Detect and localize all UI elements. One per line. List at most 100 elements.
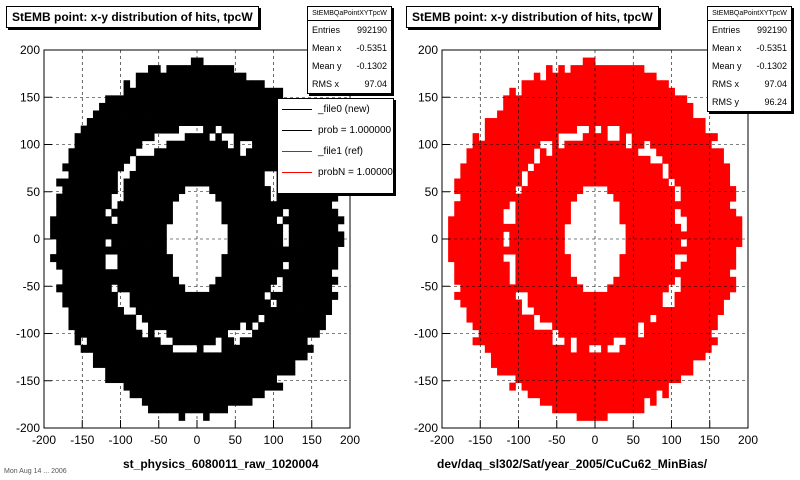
histogram-bin [521, 359, 529, 368]
histogram-bin [680, 95, 688, 104]
y-tick-label: 150 [418, 90, 438, 104]
histogram-bin [301, 291, 308, 300]
histogram-bin [172, 186, 180, 195]
histogram-bin [570, 193, 578, 202]
histogram-bin [497, 208, 504, 217]
histogram-bin [86, 329, 94, 338]
histogram-bin [509, 291, 516, 300]
histogram-bin [472, 148, 480, 157]
histogram-bin [497, 201, 504, 210]
histogram-bin [184, 299, 192, 308]
histogram-bin [154, 95, 161, 104]
histogram-bin [233, 72, 241, 81]
histogram-bin [497, 231, 504, 240]
histogram-bin [539, 291, 547, 300]
histogram-bin [625, 110, 633, 119]
histogram-bin [154, 367, 161, 376]
histogram-bin [705, 148, 712, 157]
histogram-bin [288, 231, 296, 240]
histogram-bin [227, 344, 235, 353]
histogram-bin [601, 367, 608, 376]
histogram-bin [607, 405, 614, 414]
histogram-bin [680, 344, 688, 353]
left-stats-row: Entries 992190 [308, 21, 391, 39]
histogram-bin [160, 291, 167, 300]
histogram-bin [313, 314, 320, 323]
histogram-bin [252, 239, 259, 247]
histogram-bin [582, 375, 590, 384]
histogram-bin [264, 322, 271, 331]
histogram-bin [619, 148, 626, 157]
histogram-bin [729, 276, 737, 285]
histogram-bin [319, 291, 326, 300]
histogram-bin [570, 276, 578, 285]
histogram-bin [325, 291, 333, 300]
histogram-bin [662, 148, 669, 157]
histogram-bin [595, 367, 602, 376]
y-tick-label: 0 [431, 232, 438, 246]
histogram-bin [160, 216, 167, 225]
histogram-bin [515, 133, 522, 142]
histogram-bin [692, 239, 700, 247]
histogram-bin [148, 375, 155, 384]
histogram-bin [484, 155, 492, 164]
histogram-bin [288, 307, 296, 315]
histogram-bin [258, 186, 265, 195]
histogram-bin [325, 223, 333, 232]
histogram-bin [129, 314, 137, 323]
histogram-bin [625, 254, 633, 263]
right-stats-row: RMS y 96.24 [708, 93, 791, 111]
histogram-bin [552, 87, 559, 96]
histogram-bin [613, 307, 620, 315]
histogram-bin [209, 72, 216, 81]
histogram-bin [166, 254, 173, 263]
histogram-bin [478, 178, 486, 187]
histogram-bin [674, 110, 682, 119]
histogram-bin [264, 359, 271, 368]
histogram-bin [258, 261, 265, 270]
histogram-bin [252, 216, 259, 225]
histogram-bin [258, 284, 265, 293]
histogram-bin [141, 261, 149, 270]
histogram-bin [141, 170, 149, 179]
histogram-bin [466, 261, 473, 270]
histogram-bin [564, 216, 571, 225]
histogram-bin [129, 140, 137, 149]
histogram-bin [546, 344, 553, 353]
histogram-bin [643, 223, 651, 232]
histogram-bin [258, 125, 265, 134]
histogram-bin [619, 397, 626, 406]
histogram-bin [527, 382, 535, 391]
histogram-bin [680, 155, 688, 164]
histogram-bin [478, 155, 486, 164]
histogram-bin [711, 261, 718, 270]
histogram-bin [650, 163, 657, 172]
histogram-bin [307, 269, 314, 278]
histogram-bin [141, 110, 149, 119]
histogram-bin [245, 352, 253, 361]
histogram-bin [99, 186, 106, 195]
histogram-bin [680, 170, 688, 179]
histogram-bin [668, 375, 675, 384]
histogram-bin [154, 65, 161, 74]
histogram-bin [166, 352, 173, 361]
histogram-bin [148, 231, 155, 240]
histogram-bin [258, 375, 265, 384]
histogram-bin [533, 208, 541, 217]
y-tick-label: -50 [23, 279, 41, 293]
histogram-bin [576, 186, 584, 195]
histogram-bin [711, 231, 718, 240]
histogram-bin [141, 390, 149, 399]
histogram-bin [564, 299, 571, 308]
histogram-bin [680, 193, 688, 202]
histogram-bin [546, 254, 553, 263]
histogram-bin [515, 193, 522, 202]
histogram-bin [92, 239, 100, 247]
histogram-bin [643, 269, 651, 278]
histogram-bin [539, 367, 547, 376]
histogram-bin [662, 284, 669, 293]
histogram-bin [503, 223, 510, 232]
histogram-bin [521, 87, 529, 96]
histogram-bin [215, 65, 222, 74]
histogram-bin [215, 359, 222, 368]
